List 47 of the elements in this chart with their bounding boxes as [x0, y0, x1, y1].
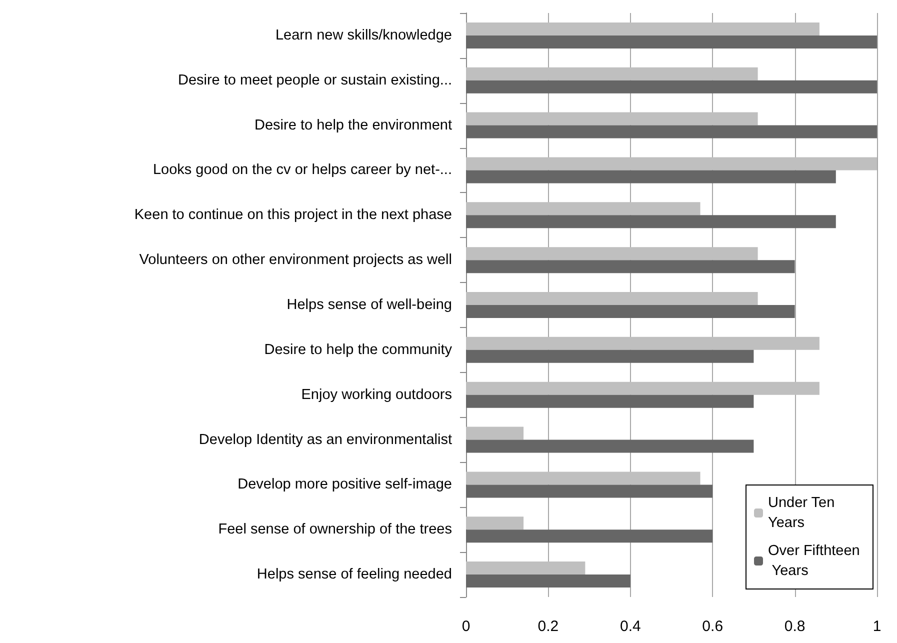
y-tick-label: Keen to continue on this project in the next phase	[134, 207, 452, 224]
bar	[466, 157, 877, 170]
bar	[466, 472, 700, 485]
x-tick-label: 0.8	[784, 618, 806, 635]
bar	[466, 350, 754, 363]
bar	[466, 170, 836, 184]
bar	[466, 215, 836, 228]
bar	[466, 292, 758, 305]
y-tick-label: Desire to help the community	[264, 342, 453, 358]
bar	[466, 67, 758, 80]
x-tick-label: 0.2	[538, 618, 559, 635]
bar	[466, 22, 820, 36]
bar	[466, 516, 524, 530]
bar	[466, 394, 754, 408]
bar	[466, 35, 877, 48]
y-tick-label: Helps sense of well-being	[286, 297, 452, 313]
bar	[466, 125, 877, 138]
bar	[466, 382, 820, 395]
bar	[466, 562, 586, 575]
x-tick-label: 1	[872, 618, 882, 635]
legend-label: Over Fifthteen Years	[768, 543, 860, 579]
y-tick-label: Enjoy working outdoors	[301, 386, 452, 403]
bar	[466, 574, 630, 588]
x-tick-label: 0.4	[620, 618, 641, 635]
bar	[466, 336, 820, 350]
bar	[466, 260, 795, 274]
y-tick-label: Develop more positive self-image	[238, 476, 452, 493]
y-tick-label: Desire to meet people or sustain existing...	[178, 72, 452, 88]
bar	[466, 440, 754, 453]
bar	[466, 80, 877, 94]
bar	[466, 202, 700, 216]
bar	[466, 426, 524, 440]
y-tick-label: Feel sense of ownership of the trees	[218, 522, 452, 538]
y-tick-label: Volunteers on other environment projects as well	[139, 252, 452, 268]
x-tick-label: 0	[462, 618, 470, 635]
x-tick-label: 0.6	[702, 618, 724, 635]
bar	[466, 484, 713, 498]
bar	[466, 247, 758, 260]
y-tick-label: Learn new skills/knowledge	[275, 27, 452, 44]
bar	[466, 305, 795, 318]
y-tick-label: Develop Identity as an environmentalist	[198, 432, 452, 448]
bar	[466, 112, 758, 126]
legend-label: Under Ten Years	[768, 495, 839, 531]
bar	[466, 530, 713, 543]
y-tick-label: Looks good on the cv or helps career by net-...	[152, 162, 452, 178]
y-tick-label: Helps sense of feeling needed	[256, 566, 452, 583]
y-tick-label: Desire to help the environment	[254, 117, 452, 134]
